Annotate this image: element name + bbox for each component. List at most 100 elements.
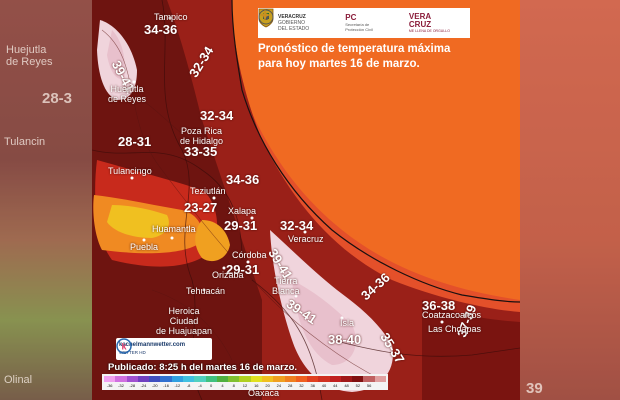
color-scale-tick [375,383,386,388]
city-label: Orizaba [212,270,244,280]
pc-logo-line2: Protección Civil [345,27,373,32]
color-scale-cell [182,376,195,382]
kachelmann-k-icon: k [116,338,132,354]
city-label: Heroica Ciudad de Huajuapan [156,306,213,336]
color-scale-cell [160,376,172,382]
veracruz-logo-line2: GOBIERNO [278,20,305,26]
color-scale-cell [194,376,206,382]
map-title-line1: Pronóstico de temperatura máxima [258,43,451,55]
color-scale-tick: -36 [106,383,113,388]
color-scale-cell [216,376,229,382]
color-scale-cell [104,376,116,382]
proteccion-civil-logo: PC Secretaría de Protección Civil [258,9,373,32]
pc-logo-line1: Secretaría de [345,22,370,27]
color-scale-tick: 52 [355,383,361,388]
color-scale [104,376,387,386]
star-icon [259,9,271,21]
color-scale-tick: 48 [344,383,349,388]
color-scale-cell [295,376,308,382]
range-label: 28-31 [118,134,152,149]
kachelmann-logo: k kachelmannwetter.com WETTER HD [116,338,212,360]
color-scale-cell [318,376,330,382]
side-range-39: 39 [526,380,543,397]
map-title: Pronóstico de temperatura máxima para ho… [258,42,478,72]
color-scale-cell [239,376,251,382]
color-scale-cell [273,376,285,382]
range-label: 32-34 [280,218,314,233]
veracruz-orgullo-logo: VERA CRUZ ME LLENA DE ORGULLO [259,9,450,33]
published-timestamp: Publicado: 8:25 h del martes 16 de marzo… [108,362,298,373]
pc-logo-big: PC [345,13,357,22]
color-scale-cell [250,376,262,382]
vera-logo-line2: CRUZ [408,20,432,29]
color-scale-tick: 20 [265,383,270,388]
city-label: Córdoba [232,250,267,260]
color-scale-tick: -4 [198,383,202,388]
color-scale-tick: 32 [299,383,304,388]
color-scale-tick: -16 [163,383,169,388]
city-markers [130,16,444,324]
color-scale-tick: 8 [232,383,235,388]
city-label: Huejutla de Reyes [108,84,147,104]
veracruz-logo-line3: DEL ESTADO [278,26,310,32]
color-scale-cell [352,376,364,382]
side-city-tulancin: Tulancin [4,136,46,148]
vera-logo-sub: ME LLENA DE ORGULLO [408,29,450,33]
color-scale-ticks: -36 -32 -28 -24 -20 -16 -12 -8 -4 0 4 8 12 16 20 24 28 32… [104,383,386,388]
city-label: Oaxaca [248,388,280,398]
color-scale-tick: 4 [221,383,224,388]
color-scale-tick: -8 [186,383,191,388]
range-label: 38-40 [328,332,362,347]
city-label: Huamantla [152,224,196,234]
left-side-blur: Huejutla de Reyes 28-3 Tulancin Olinal [0,0,92,400]
range-label: 23-27 [184,200,218,215]
right-side-blur: 39 [520,0,620,400]
color-scale-cell [228,376,240,382]
range-label: 33-35 [184,144,218,159]
side-city-huejutla: Huejutla de Reyes [6,44,53,68]
city-label: Tierra Blanca [272,276,300,296]
city-label: Poza Rica de Hidalgo [180,126,224,146]
veracruz-gobierno-logo: VERACRUZ GOBIERNO DEL ESTADO [258,8,310,32]
range-label: 34-36 [144,22,178,37]
color-scale-cell [126,376,138,382]
color-scale-cell [171,376,183,382]
map-background [92,0,520,400]
kachelmann-line2: WETTER HD [119,350,146,355]
color-scale-tick: -24 [140,383,147,388]
government-logos: VERACRUZ GOBIERNO DEL ESTADO PC Secretar… [258,8,470,38]
vera-logo-line1: VERA [408,12,432,21]
range-label: 29-31 [224,218,258,233]
color-scale-tick: -32 [118,383,124,388]
color-scale-tick: -20 [151,383,158,388]
color-scale-cell [115,376,127,382]
city-label: Teziutlán [190,186,226,196]
city-label: Las Choapas [428,324,482,334]
color-scale-tick: 40 [321,383,327,388]
city-label: Puebla [130,242,159,252]
color-scale-tick: -28 [129,383,136,388]
color-scale-tick: 44 [333,383,338,388]
color-scale-cell [374,376,387,382]
color-scale-tick: 56 [366,383,372,388]
color-scale-cell [137,376,150,382]
veracruz-logo-line1: VERACRUZ [278,14,306,20]
city-label: Isla [340,318,355,328]
color-scale-cell [307,376,319,382]
color-scale-tick: 24 [276,383,282,388]
city-label: Tehuacán [186,286,226,296]
temperature-map: VERACRUZ GOBIERNO DEL ESTADO PC Secretar… [92,0,520,400]
color-scale-cell [363,376,375,382]
color-scale-tick: -12 [174,383,181,388]
color-scale-tick: 28 [287,383,293,388]
city-label: Tampico [154,12,188,22]
city-label: Coatzacoalcos [422,310,482,320]
side-city-olinal: Olinal [4,374,33,386]
color-scale-cell [261,376,274,382]
color-scale-tick: 12 [242,383,248,388]
map-title-line2: para hoy martes 16 de marzo. [258,58,420,70]
city-label: Veracruz [288,234,324,244]
city-label: Xalapa [228,206,257,216]
kachelmann-line1: kachelmannwetter.com [119,342,186,348]
